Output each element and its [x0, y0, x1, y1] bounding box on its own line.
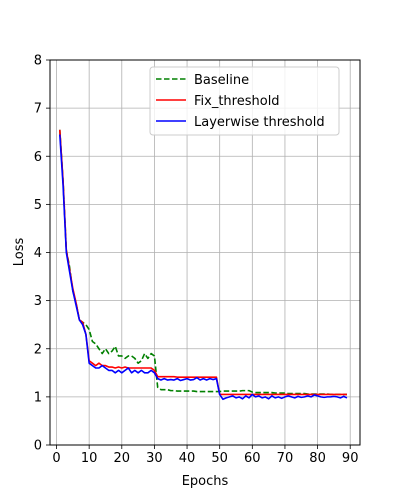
- series-fix-threshold-line: [58, 129, 347, 396]
- y-tick-label: 6: [34, 150, 42, 165]
- series-layer: [58, 129, 348, 401]
- x-tick-label: 10: [81, 451, 98, 466]
- y-tick-label: 8: [34, 54, 42, 69]
- y-tick-label: 4: [34, 246, 42, 261]
- y-tick-label: 7: [34, 102, 42, 117]
- x-tick-label: 80: [309, 451, 326, 466]
- x-axis-label: Epochs: [182, 474, 229, 489]
- series-layerwise-threshold-line: [58, 134, 348, 401]
- y-tick-label: 2: [34, 342, 42, 357]
- legend: Baseline Fix_threshold Layerwise thresho…: [149, 66, 340, 136]
- y-tick-label: 5: [34, 198, 42, 213]
- x-tick-label: 70: [277, 451, 294, 466]
- ticks-layer: 0 10 20 30 40 50 60 70 80 90 0 1 2 3 4 5 6 7 8: [34, 54, 359, 467]
- y-tick-label: 1: [34, 390, 42, 405]
- y-tick-label: 3: [34, 294, 42, 309]
- x-tick-label: 90: [342, 451, 359, 466]
- x-tick-label: 30: [146, 451, 163, 466]
- x-tick-label: 0: [52, 451, 60, 466]
- y-tick-label: 0: [34, 439, 42, 454]
- x-tick-label: 20: [114, 451, 131, 466]
- x-tick-label: 60: [244, 451, 261, 466]
- x-tick-label: 50: [211, 451, 228, 466]
- legend-label-baseline: Baseline: [194, 73, 249, 88]
- y-axis-label: Loss: [12, 238, 27, 267]
- series-baseline-line: [58, 129, 347, 396]
- legend-label-fix-threshold: Fix_threshold: [194, 94, 280, 109]
- legend-box: [149, 66, 340, 136]
- x-tick-label: 40: [179, 451, 196, 466]
- legend-label-layerwise-threshold: Layerwise threshold: [194, 115, 325, 130]
